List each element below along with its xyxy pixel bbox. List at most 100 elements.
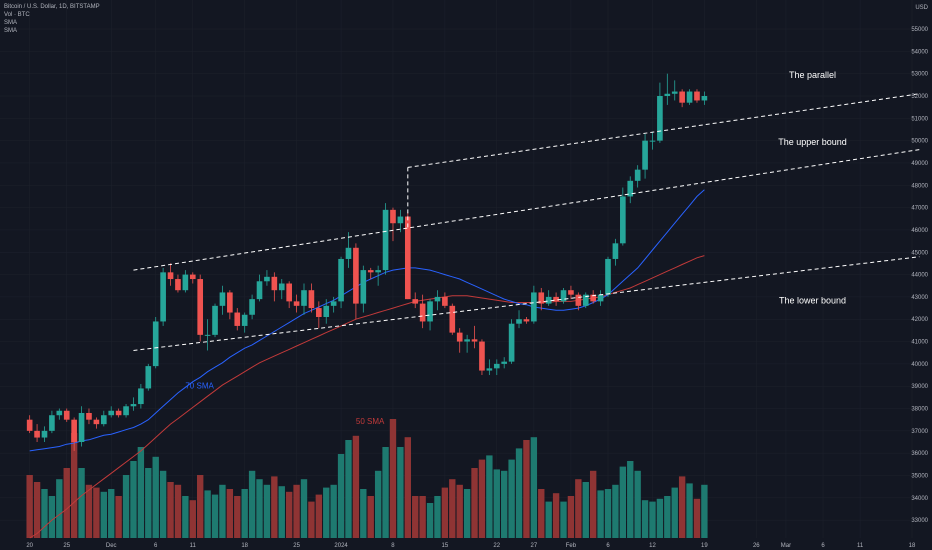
volume-bar [182, 496, 189, 538]
volume-bar [382, 447, 389, 538]
candle-body [160, 272, 166, 322]
x-tick-label: 11 [190, 543, 197, 549]
candle-body [456, 332, 463, 342]
volume-bar [174, 484, 182, 538]
candle-body [679, 91, 685, 103]
volume-bar [256, 479, 263, 538]
volume-bar [649, 501, 656, 538]
volume-bar [78, 468, 85, 538]
volume-bar [404, 437, 411, 538]
volume-bar [122, 475, 130, 538]
volume-bar [360, 489, 367, 538]
candle-body [516, 319, 522, 324]
candle-body [256, 281, 263, 300]
x-tick-label: 15 [442, 543, 449, 549]
sma-legend-2[interactable]: SMA [4, 28, 18, 34]
candle-body [78, 412, 85, 443]
volume-bar [293, 484, 300, 538]
volume-bar [159, 470, 167, 538]
candle-body [390, 209, 396, 224]
y-tick-label: 48000 [911, 183, 928, 189]
channel-lines [133, 93, 920, 351]
candle-body [286, 283, 292, 302]
volume-bar [248, 470, 256, 538]
candle-body [212, 305, 218, 335]
sma-legend-1[interactable]: SMA [4, 20, 18, 26]
volume-bar [589, 470, 597, 538]
y-tick-label: 41000 [911, 340, 928, 346]
volume-bar [211, 494, 219, 538]
candle-body [605, 258, 611, 295]
candle-body [419, 303, 426, 322]
candle-body [301, 290, 307, 306]
x-tick-label: 18 [241, 543, 248, 549]
candle-body [204, 334, 211, 336]
volume-bar [701, 484, 708, 538]
sma-50-label: 50 SMA [356, 417, 385, 426]
symbol-title[interactable]: Bitcoin / U.S. Dollar, 1D, BITSTAMP [4, 4, 100, 10]
volume-bar [219, 484, 226, 538]
candle-body [553, 296, 559, 302]
volume-bar [152, 456, 159, 538]
candle-body [493, 363, 500, 369]
candle-body [108, 410, 115, 416]
candle-body [323, 305, 330, 317]
candle-body [634, 169, 641, 181]
candle-body [382, 209, 389, 271]
y-tick-label: 55000 [911, 27, 928, 33]
candle-body [501, 361, 508, 364]
candle-body [227, 292, 233, 313]
y-tick-label: 44000 [911, 273, 928, 279]
candle-body [471, 339, 478, 342]
y-tick-label: 34000 [911, 496, 928, 502]
volume-bar [337, 454, 345, 538]
candle-body [427, 301, 433, 322]
candle-body [145, 366, 152, 389]
volume-legend[interactable]: Vol · BTC [4, 12, 30, 18]
volume-bar [330, 484, 337, 538]
volume-bar [501, 470, 508, 538]
volume-bar [612, 484, 619, 538]
y-tick-label: 37000 [911, 429, 928, 435]
volume-bar [397, 447, 404, 538]
candle-body [182, 274, 189, 291]
candle-body [479, 341, 485, 371]
candle-body [694, 91, 700, 101]
annotation-the-upper-bound: The upper bound [778, 137, 847, 147]
y-tick-label: 51000 [911, 116, 928, 122]
volume-bar [263, 484, 271, 538]
x-tick-label: 18 [909, 543, 916, 549]
x-tick-label: 22 [493, 543, 500, 549]
volume-bar [627, 461, 634, 538]
candle-body [197, 279, 204, 335]
volume-bar [278, 486, 285, 538]
parallel-line [407, 93, 920, 168]
candle-body [442, 296, 448, 306]
x-tick-label: Mar [781, 543, 791, 549]
volume-bar [33, 482, 41, 538]
y-tick-label: 38000 [911, 407, 928, 413]
x-tick-label: 11 [857, 543, 864, 549]
volume-bar [352, 435, 360, 538]
candle-body [167, 272, 174, 280]
annotation-the-lower-bound: The lower bound [779, 296, 846, 306]
candle-body [278, 283, 285, 291]
candle-body [590, 294, 596, 302]
time-axis[interactable]: 20 25 Dec 6 11 18 25 2024 8 15 22 27 Feb 6 12 19 26 Mar 6 1… [26, 543, 916, 549]
y-tick-label: 42000 [911, 317, 928, 323]
candle-body [249, 299, 255, 315]
candle-body [353, 247, 359, 304]
volume-bar [441, 487, 449, 538]
volume-bar [619, 466, 627, 538]
volume-bar [486, 455, 493, 538]
candle-body [93, 419, 100, 425]
volume-bar [582, 482, 589, 538]
volume-bar [664, 496, 671, 538]
volume-bar [300, 479, 308, 538]
y-tick-label: 36000 [911, 451, 928, 457]
price-axis[interactable]: 33000 34000 35000 36000 37000 38000 39000 40000… [911, 5, 928, 524]
y-tick-label: 35000 [911, 473, 928, 479]
candle-body [538, 292, 545, 304]
candle-body [434, 296, 441, 302]
